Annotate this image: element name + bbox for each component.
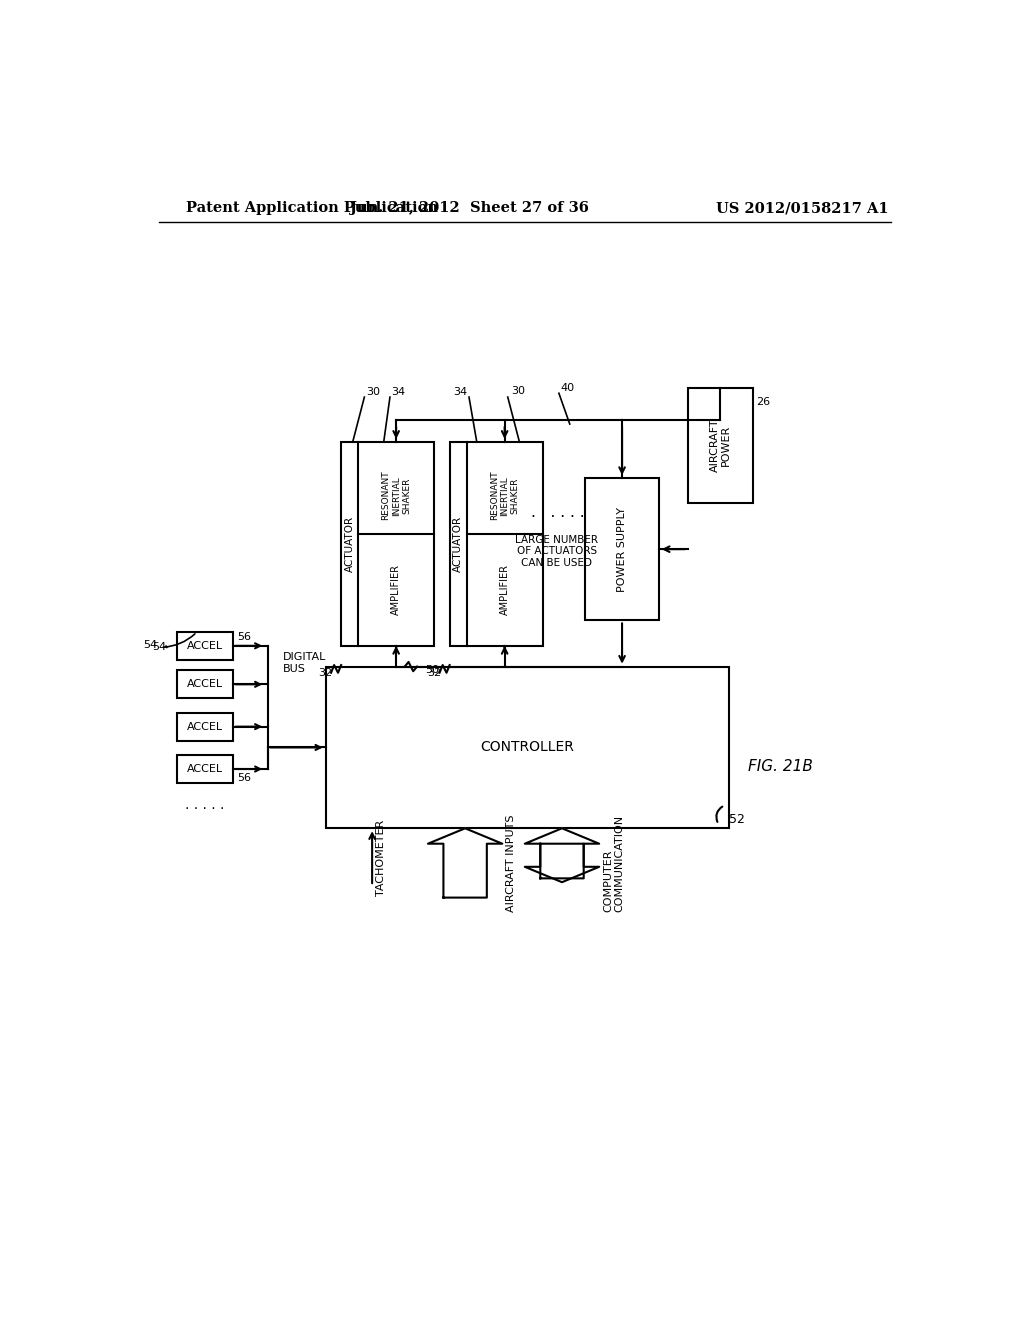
Polygon shape [428,829,503,898]
Text: ACTUATOR: ACTUATOR [454,516,463,572]
Text: TACHOMETER: TACHOMETER [376,820,386,896]
Bar [177,671,232,698]
Text: COMPUTER
COMMUNICATION: COMPUTER COMMUNICATION [603,814,625,912]
Text: RESONANT
INERTIAL
SHAKER: RESONANT INERTIAL SHAKER [489,471,519,520]
Text: 56: 56 [238,631,251,642]
Text: FIG. 21B: FIG. 21B [748,759,813,775]
Text: AIRCRAFT INPUTS: AIRCRAFT INPUTS [506,814,516,912]
Text: 34: 34 [391,387,406,397]
Text: RESONANT
INERTIAL
SHAKER: RESONANT INERTIAL SHAKER [381,471,411,520]
Bar [177,713,232,741]
Bar [586,478,658,620]
Text: 50: 50 [425,665,439,676]
Text: Patent Application Publication: Patent Application Publication [186,202,438,215]
Bar [177,632,232,660]
Text: US 2012/0158217 A1: US 2012/0158217 A1 [716,202,889,215]
Polygon shape [524,829,599,878]
Text: 26: 26 [757,397,771,407]
Bar [687,388,754,503]
Text: 52: 52 [729,813,744,825]
Bar [177,755,232,783]
Text: DIGITAL
BUS: DIGITAL BUS [283,652,327,673]
Bar [326,667,729,829]
Text: ACCEL: ACCEL [186,680,223,689]
Text: LARGE NUMBER
OF ACTUATORS
CAN BE USED: LARGE NUMBER OF ACTUATORS CAN BE USED [515,535,598,568]
Text: CONTROLLER: CONTROLLER [480,741,574,755]
Text: 32: 32 [318,668,333,677]
Text: ACCEL: ACCEL [186,722,223,731]
Text: 30: 30 [366,387,380,397]
Text: AIRCRAFT
POWER: AIRCRAFT POWER [710,418,731,473]
Text: Jun. 21, 2012  Sheet 27 of 36: Jun. 21, 2012 Sheet 27 of 36 [349,202,589,215]
Text: ACTUATOR: ACTUATOR [345,516,354,572]
Text: POWER SUPPLY: POWER SUPPLY [617,507,627,591]
Text: AMPLIFIER: AMPLIFIER [500,565,510,615]
Text: 54: 54 [143,640,158,649]
Text: 56: 56 [238,774,251,783]
Bar [450,442,543,645]
Bar [341,442,434,645]
Text: 32: 32 [427,668,441,677]
Text: 30: 30 [511,385,525,396]
Text: . . . . .: . . . . . [185,799,224,812]
Text: ACCEL: ACCEL [186,764,223,774]
Polygon shape [524,843,599,882]
Text: . . . . . .: . . . . . . [531,506,585,520]
Text: 40: 40 [560,383,574,393]
Text: 34: 34 [454,387,467,397]
Text: 54: 54 [153,643,167,652]
Text: ACCEL: ACCEL [186,640,223,651]
Text: AMPLIFIER: AMPLIFIER [391,565,401,615]
